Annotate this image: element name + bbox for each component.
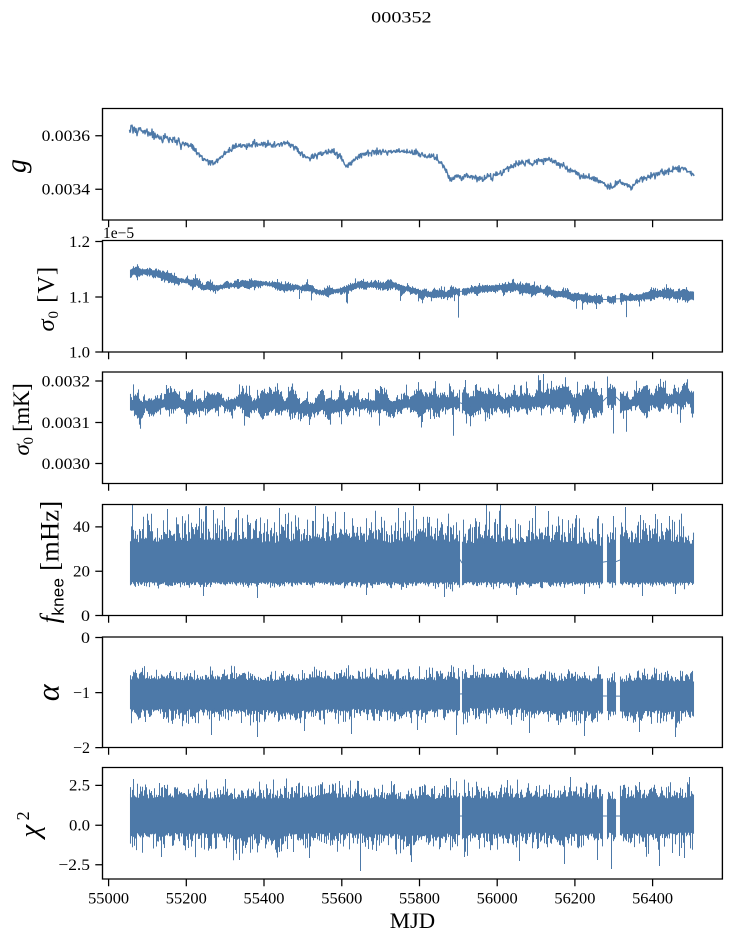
svg-text:000352: 000352	[371, 9, 431, 26]
svg-text:0.0: 0.0	[69, 818, 90, 835]
svg-text:55400: 55400	[244, 891, 285, 908]
svg-text:0.0036: 0.0036	[42, 128, 90, 145]
svg-text:σ0 [mK]: σ0 [mK]	[9, 384, 37, 456]
svg-text:0.0034: 0.0034	[42, 182, 90, 199]
svg-text:fknee [mHz]: fknee [mHz]	[35, 501, 68, 624]
svg-text:−2.5: −2.5	[58, 857, 90, 874]
svg-text:0: 0	[81, 608, 90, 625]
svg-text:1e−5: 1e−5	[103, 225, 134, 242]
svg-text:20: 20	[73, 564, 90, 581]
svg-text:2.5: 2.5	[69, 778, 90, 795]
svg-text:56000: 56000	[477, 891, 518, 908]
svg-text:55800: 55800	[399, 891, 440, 908]
svg-text:g: g	[2, 159, 33, 173]
svg-text:0.0031: 0.0031	[42, 415, 90, 432]
svg-text:1.0: 1.0	[69, 344, 90, 361]
svg-text:1.2: 1.2	[69, 234, 90, 251]
svg-text:55600: 55600	[321, 891, 362, 908]
svg-text:1.1: 1.1	[69, 289, 90, 306]
svg-text:σ0 [V]: σ0 [V]	[33, 266, 62, 332]
svg-text:0.0032: 0.0032	[42, 373, 90, 390]
svg-text:56200: 56200	[554, 891, 595, 908]
svg-text:−2: −2	[73, 740, 90, 757]
svg-text:χ2: χ2	[13, 811, 46, 840]
svg-text:55200: 55200	[166, 891, 207, 908]
svg-text:56400: 56400	[632, 891, 673, 908]
svg-text:40: 40	[73, 519, 90, 536]
svg-text:−1: −1	[73, 685, 90, 702]
svg-text:MJD: MJD	[390, 908, 435, 933]
svg-text:55000: 55000	[88, 891, 129, 908]
svg-text:0: 0	[81, 630, 90, 647]
svg-text:0.0030: 0.0030	[42, 456, 90, 473]
svg-text:α: α	[30, 683, 66, 701]
